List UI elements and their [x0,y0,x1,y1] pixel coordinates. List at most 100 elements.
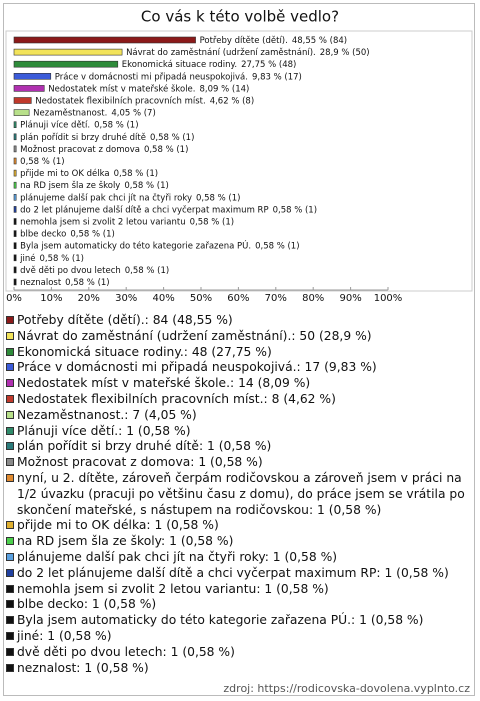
bar [13,254,17,262]
bar [13,48,123,56]
bar [13,242,17,249]
chart-title: Co vás k této volbě vedlo? [141,8,339,26]
value-label: 28,9 % (50) [320,48,370,58]
legend-label: Práce v domácnosti mi připadá neuspokoji… [17,360,377,375]
value-label: 0,58 % (1) [125,265,169,275]
legend-entry: nyní, u 2. dítěte, zároveň čerpám rodičo… [4,471,470,518]
bar [13,230,17,237]
legend-label: přijde mi to OK délka: 1 (0,58 %) [17,518,219,533]
legend-swatch [6,316,14,324]
bar-label: neznalost 0,58 % (1) [20,278,109,288]
legend-entry: jiné: 1 (0,58 %) [4,629,470,645]
bar-label: plánujeme další pak chci jít na čtyři ro… [20,192,240,203]
bar [13,85,45,92]
legend-swatch [6,426,14,435]
legend-label: Nedostatek míst v mateřské škole.: 14 (8… [17,376,311,391]
bar [13,97,32,104]
legend-swatch [6,568,14,577]
legend-label: Možnost pracovat z domova: 1 (0,58 %) [17,455,263,470]
category-label: plánujeme další pak chci jít na čtyři ro… [20,192,192,203]
frame [3,3,475,696]
bar [13,206,17,213]
value-label: 48,55 % (84) [292,36,347,46]
legend-entry: plán pořídit si brzy druhé dítě: 1 (0,58… [4,439,470,455]
bar-label: Možnost pracovat z domova 0,58 % (1) [20,144,188,154]
category-label: nemohla jsem si zvolit 2 letou variantu [20,217,185,227]
category-label: blbe decko [20,229,66,239]
bar-label: dvě děti po dvou letech 0,58 % (1) [20,265,169,275]
legend-entry: Nedostatek míst v mateřské škole.: 14 (8… [4,376,470,392]
category-label: Nedostatek míst v mateřské škole. [48,83,195,94]
legend-entry: Práce v domácnosti mi připadá neuspokoji… [4,360,470,376]
legend-label: blbe decko: 1 (0,58 %) [17,597,157,612]
legend-swatch [6,473,14,482]
legend-entry: plánujeme další pak chci jít na čtyři ro… [4,550,470,566]
legend-entry: Plánuji více dětí.: 1 (0,58 %) [4,424,470,440]
legend-swatch [6,442,14,451]
legend-label: nemohla jsem si zvolit 2 letou variantu:… [17,581,329,596]
legend-label: Nedostatek flexibilních pracovních míst.… [17,391,336,406]
category-label: Možnost pracovat z domova [20,144,140,154]
legend-swatch [6,663,14,672]
legend-entry: Nedostatek flexibilních pracovních míst.… [4,392,470,408]
category-label: Plánuji více dětí. [20,120,90,130]
bar-label: na RD jsem šla ze školy 0,58 % (1) [20,180,169,191]
legend-label: Ekonomická situace rodiny.: 48 (27,75 %) [17,344,272,359]
legend-entry: blbe decko: 1 (0,58 %) [4,597,470,613]
legend-entry: Ekonomická situace rodiny.: 48 (27,75 %) [4,345,470,361]
legend-swatch [6,552,14,561]
value-label: 4,62 % (8) [210,96,254,106]
bar-label: Nedostatek míst v mateřské škole. 8,09 % … [48,83,249,94]
legend-label: Návrat do zaměstnání (udržení zaměstnání… [17,328,372,343]
bar [13,157,17,165]
legend-label: dvě děti po dvou letech: 1 (0,58 %) [17,644,235,659]
legend-swatch [6,379,14,388]
bar [13,278,17,286]
legend-swatch [6,363,14,372]
legend-swatch [6,631,14,640]
bar [13,109,30,116]
bar-label: Potřeby dítěte (dětí). 48,55 % (84) [200,36,348,46]
bar [13,145,17,153]
bar [13,73,52,80]
category-label: Ekonomická situace rodiny. [122,60,237,70]
value-label: 0,58 % (1) [124,181,168,191]
legend-swatch [6,331,14,340]
bar-label: plán pořídit si brzy druhé dítě 0,58 % (1… [20,131,194,142]
bar-label: Návrat do zaměstnání (udržení zaměstnání… [126,48,370,58]
value-label: 0,58 % (1) [190,217,234,227]
x-tick-label: 100% [374,293,403,304]
legend-label: jiné: 1 (0,58 %) [17,628,112,643]
legend-label: Nezaměstnanost.: 7 (4,05 %) [17,407,197,422]
legend-entry: Nezaměstnanost.: 7 (4,05 %) [4,408,470,424]
category-label: neznalost [20,278,62,288]
category-label: na RD jsem šla ze školy [20,180,120,191]
bar-label: do 2 let plánujeme další dítě a chci vyč… [20,204,317,215]
chart: Co vás k této volbě vedlo? 0% 10% 20% 30% 40… [5,8,473,304]
x-tick-label: 50% [190,293,212,304]
legend-entry: Návrat do zaměstnání (udržení zaměstnání… [4,329,470,345]
source: zdroj: https://rodicovska-dovolena.vypln… [223,682,470,695]
bar [13,133,17,141]
x-tick-label: 40% [152,293,174,304]
bar [13,169,17,177]
value-label: 4,05 % (7) [111,108,155,118]
value-label: 27,75 % (48) [241,60,296,70]
legend-label: na RD jsem šla ze školy: 1 (0,58 %) [17,534,234,549]
bar-label: 0,58 % (1) [20,157,64,167]
legend-swatch [6,394,14,403]
legend-label: plán pořídit si brzy druhé dítě: 1 (0,58… [17,439,272,454]
bar [13,266,17,274]
value-label: 0,58 % (1) [255,241,299,251]
category-label: plán pořídit si brzy druhé dítě [20,131,146,142]
bar-label: přijde mi to OK délka 0,58 % (1) [20,168,158,179]
legend-label: Byla jsem automaticky do této kategorie … [17,613,424,628]
legend-swatch [6,410,14,419]
bar-label: Byla jsem automaticky do této kategorie … [20,239,299,251]
bar-label: Nedostatek flexibilních pracovních míst.… [35,96,254,106]
x-tick-label: 90% [339,293,361,304]
legend-swatch [6,458,14,467]
legend-swatch [6,647,14,656]
value-label: 0,58 % (1) [70,229,114,239]
